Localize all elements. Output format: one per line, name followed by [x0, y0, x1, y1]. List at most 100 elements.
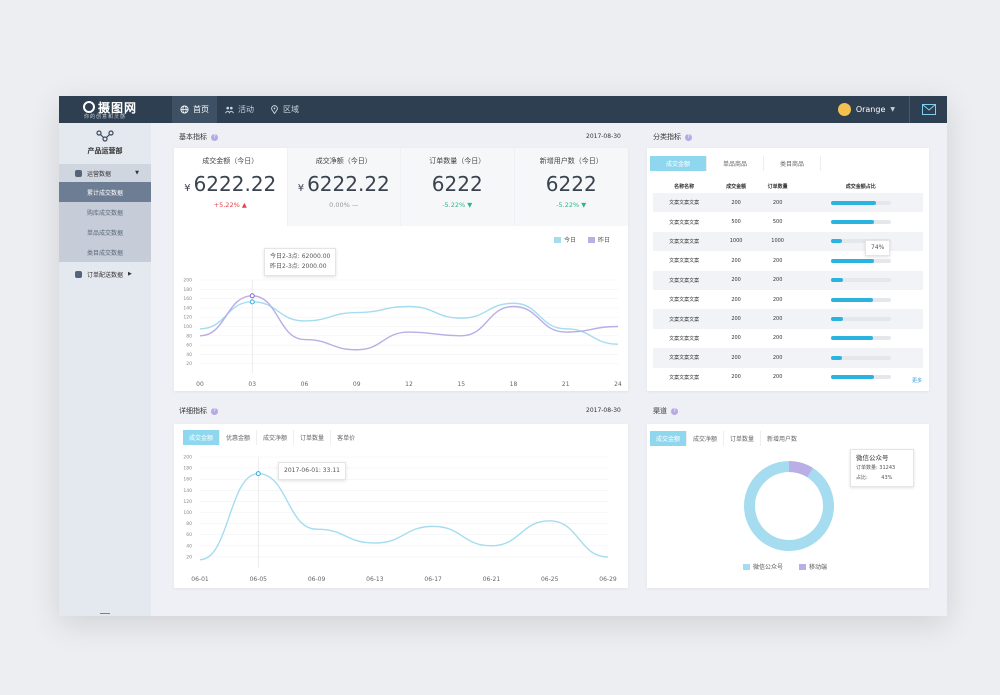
nav-region[interactable]: 区域	[262, 96, 307, 123]
data-point[interactable]	[255, 471, 261, 477]
tab-unit-price[interactable]: 客单价	[337, 435, 356, 442]
kpi-net[interactable]: 成交净额（今日） ¥6222.22 0.00% —	[287, 148, 401, 226]
ratio-bar-track	[830, 200, 891, 205]
tab-single[interactable]: 单品商品	[707, 156, 765, 171]
kpi-amount[interactable]: 成交金额（今日） ¥6222.22 +5.22% ▲	[174, 148, 288, 226]
x-tick-label: 06-25	[541, 576, 559, 583]
y-tick-label: 60	[186, 532, 192, 538]
location-icon	[271, 105, 278, 114]
x-tick-label: 06-29	[599, 576, 617, 583]
legend-today-label: 今日	[564, 237, 577, 244]
table-row[interactable]: 文案文案文案 200 200	[653, 348, 923, 368]
help-icon[interactable]: ?	[671, 407, 678, 415]
y-tick-label: 160	[183, 296, 192, 302]
table-row[interactable]: 文案文案文案 200 200	[653, 251, 923, 270]
table-row[interactable]: 文案文案文案 1000 1000	[653, 231, 923, 252]
ratio-bar-track	[830, 336, 891, 341]
ratio-cell	[798, 290, 923, 309]
tab-new-users[interactable]: 新增用户数	[767, 436, 798, 443]
ratio-tooltip: 74%	[865, 240, 891, 256]
menu-head-delivery[interactable]: 订单配送数据 ▶	[59, 265, 151, 283]
help-icon[interactable]: ?	[211, 133, 218, 141]
x-tick-label: 06-09	[308, 576, 326, 583]
tab-orders[interactable]: 订单数量	[724, 431, 762, 446]
legend-mobile-label: 移动端	[809, 564, 828, 571]
tab-net[interactable]: 成交净额	[687, 431, 725, 446]
table-cell: 200	[715, 348, 757, 368]
help-icon[interactable]: ?	[211, 407, 218, 415]
logo-slogan: 你的创意和灵感	[84, 114, 127, 120]
y-tick-label: 100	[183, 510, 192, 516]
table-cell: 1000	[756, 231, 799, 252]
table-row[interactable]: 文案文案文案 200 200	[653, 309, 923, 329]
help-icon[interactable]: ?	[685, 133, 692, 141]
arrow-up-icon: ▲	[241, 201, 247, 209]
menu-toggle-icon[interactable]	[100, 613, 110, 616]
sidebar-item-purchase[interactable]: 购库成交数据	[59, 202, 151, 222]
y-tick-label: 40	[186, 352, 192, 358]
network-icon	[59, 130, 151, 145]
logo-name: 摄图网	[98, 101, 138, 115]
x-tick-label: 03	[248, 381, 256, 388]
tab-orders[interactable]: 订单数量	[294, 430, 332, 445]
more-link[interactable]: 更多	[911, 378, 922, 384]
currency-symbol: ¥	[297, 183, 305, 194]
detail-title: 详细指标 ?	[179, 406, 218, 416]
legend-mobile[interactable]: 移动端	[799, 562, 827, 571]
nav-home[interactable]: 首页	[172, 96, 217, 123]
legend-wechat[interactable]: 微信公众号	[743, 562, 783, 571]
table-cell: 200	[772, 374, 783, 381]
legend-yesterday[interactable]: 昨日	[588, 235, 610, 244]
table-row[interactable]: 文案文案文案 200 200	[653, 290, 923, 309]
y-tick-label: 180	[183, 287, 192, 293]
tab-discount[interactable]: 优惠金额	[220, 430, 258, 445]
logo[interactable]: 摄图网 你的创意和灵感	[65, 99, 149, 120]
detail-chart: 20 40 60 80 100 120 140 160 180 200 06-01 06-05 06-0…	[183, 455, 617, 584]
pie-slice[interactable]	[744, 461, 834, 551]
data-point[interactable]	[249, 299, 255, 305]
menu-head-operations[interactable]: 运营数据 ▼	[59, 164, 151, 182]
currency-symbol: ¥	[184, 183, 191, 194]
sidebar-item-category[interactable]: 类目成交数据	[59, 242, 151, 262]
kpi-users[interactable]: 新增用户数（今日） 6222 -5.22% ▼	[514, 148, 628, 226]
kpi-delta: 0.00% —	[288, 201, 401, 209]
ratio-bar-fill	[830, 200, 876, 205]
nav-activity[interactable]: 活动	[217, 96, 262, 123]
table-cell: 文案文案文案	[653, 270, 716, 290]
sidebar-item-cumulative[interactable]: 累计成交数据	[59, 182, 151, 202]
table-row[interactable]: 文案文案文案 200 200	[653, 193, 923, 213]
sidebar-item-single[interactable]: 单品成交数据	[59, 222, 151, 242]
user-menu[interactable]: Orange ▼	[837, 96, 895, 123]
table-row[interactable]: 文案文案文案 500 500	[653, 212, 923, 231]
table-row[interactable]: 文案文案文案 200 200	[653, 270, 923, 290]
main-nav: 首页 活动 区域	[172, 96, 307, 123]
ratio-cell	[798, 270, 923, 290]
channel-card: 成交金额 成交净额 订单数量 新增用户数 微信公众号 订单数量: 31243 占…	[647, 424, 929, 588]
ratio-bar-fill	[830, 239, 842, 244]
ratio-bar-track	[830, 375, 891, 380]
x-tick-label: 24	[614, 381, 622, 388]
legend-wechat-label: 微信公众号	[753, 564, 784, 571]
tab-category[interactable]: 类目商品	[764, 156, 822, 171]
pie-slice[interactable]	[789, 461, 814, 478]
tab-amount[interactable]: 成交金额	[650, 156, 708, 171]
mail-button[interactable]	[909, 96, 947, 123]
legend-today[interactable]: 今日	[554, 235, 576, 244]
y-tick-label: 140	[183, 305, 192, 311]
table-row[interactable]: 文案文案文案 200 200	[653, 368, 923, 387]
table-cell: 200	[731, 257, 741, 264]
table-row[interactable]: 文案文案文案 200 200	[653, 329, 923, 348]
menu-head-label: 运营数据	[87, 170, 112, 178]
table-header-row: 名称名称 成交金额 订单数量 成交金额占比	[653, 179, 923, 193]
data-point[interactable]	[249, 293, 255, 299]
globe-icon	[180, 105, 189, 114]
kpi-delta: +5.22% ▲	[174, 201, 287, 209]
kpi-orders[interactable]: 订单数量（今日） 6222 -5.22% ▼	[401, 148, 515, 226]
ratio-bar-fill	[830, 297, 873, 302]
tab-amount[interactable]: 成交金额	[183, 430, 221, 445]
top-bar: 摄图网 你的创意和灵感 首页 活动 区域 Orange ▼	[59, 96, 947, 123]
ratio-cell	[798, 251, 923, 270]
tab-net[interactable]: 成交净额	[257, 430, 295, 445]
y-tick-label: 40	[186, 543, 192, 549]
tab-amount[interactable]: 成交金额	[650, 431, 688, 446]
